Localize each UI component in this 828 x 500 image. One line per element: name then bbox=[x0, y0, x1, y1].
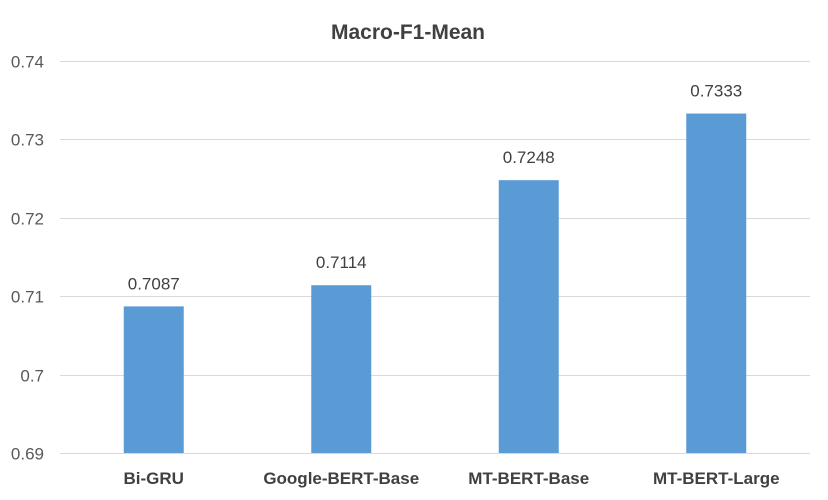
bar bbox=[123, 306, 184, 453]
chart-title: Macro-F1-Mean bbox=[331, 21, 485, 44]
y-tick-label: 0.74 bbox=[11, 53, 44, 72]
bar bbox=[498, 180, 559, 453]
y-tick-label: 0.69 bbox=[11, 445, 44, 464]
bar bbox=[311, 285, 372, 453]
y-tick-label: 0.73 bbox=[11, 131, 44, 150]
y-tick-label: 0.71 bbox=[11, 288, 44, 307]
y-tick-label: 0.72 bbox=[11, 210, 44, 229]
y-axis-tick-labels: 0.69 0.7 0.71 0.72 0.73 0.74 bbox=[11, 53, 44, 464]
x-tick-label: MT-BERT-Large bbox=[653, 469, 780, 488]
x-tick-label: Bi-GRU bbox=[124, 469, 184, 488]
x-axis-tick-labels: Bi-GRU Google-BERT-Base MT-BERT-Base MT-BER… bbox=[124, 469, 780, 488]
data-label: 0.7114 bbox=[316, 253, 367, 272]
gridlines bbox=[60, 61, 810, 454]
bar bbox=[686, 113, 747, 453]
data-label: 0.7248 bbox=[503, 148, 555, 167]
data-label: 0.7087 bbox=[128, 274, 180, 293]
data-label: 0.7333 bbox=[690, 82, 742, 101]
bars bbox=[123, 113, 747, 453]
y-tick-label: 0.7 bbox=[20, 367, 44, 386]
data-labels: 0.7087 0.7114 0.7248 0.7333 bbox=[128, 82, 743, 294]
x-tick-label: Google-BERT-Base bbox=[263, 469, 419, 488]
x-tick-label: MT-BERT-Base bbox=[468, 469, 589, 488]
